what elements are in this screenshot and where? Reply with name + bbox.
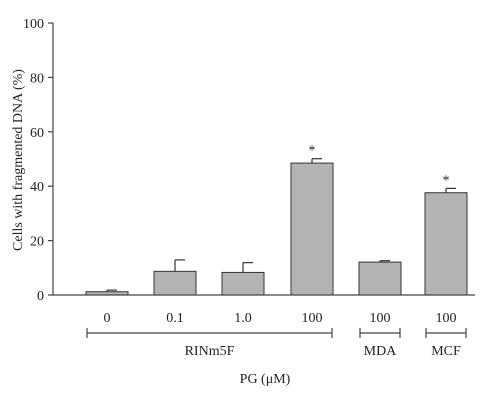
y-axis: 0 20 40 60 80 100 — [23, 17, 54, 304]
bar — [424, 192, 468, 296]
y-tick-label: 40 — [30, 180, 44, 195]
x-axis: 0 0.1 1.0 100 100 100 — [53, 294, 475, 326]
bar — [290, 162, 334, 296]
bar — [358, 261, 402, 296]
x-tick-label: 100 — [302, 311, 323, 326]
y-tick-label: 80 — [30, 71, 44, 86]
y-tick-label: 20 — [30, 235, 44, 250]
significance-marker: * — [309, 144, 316, 159]
x-tick-label: 100 — [436, 311, 457, 326]
x-tick-label: 0 — [104, 311, 111, 326]
group-brackets: RINm5F MDA MCF — [86, 328, 467, 359]
x-tick-label: 0.1 — [166, 311, 184, 326]
y-tick-label: 100 — [23, 17, 44, 32]
y-axis-label: Cells with fragmented DNA (%) — [11, 69, 26, 251]
group-label: MDA — [364, 344, 398, 359]
bar — [153, 270, 197, 296]
group-label: RINm5F — [185, 344, 235, 359]
y-tick-label: 0 — [37, 289, 44, 304]
significance-marker: * — [443, 173, 450, 188]
x-tick-label: 100 — [370, 311, 391, 326]
bars-group: ** — [85, 144, 468, 296]
group-label: MCF — [431, 344, 461, 359]
y-tick-label: 60 — [30, 126, 44, 141]
x-axis-label: PG (μM) — [240, 372, 291, 387]
bar — [221, 271, 265, 296]
x-tick-label: 1.0 — [234, 311, 252, 326]
